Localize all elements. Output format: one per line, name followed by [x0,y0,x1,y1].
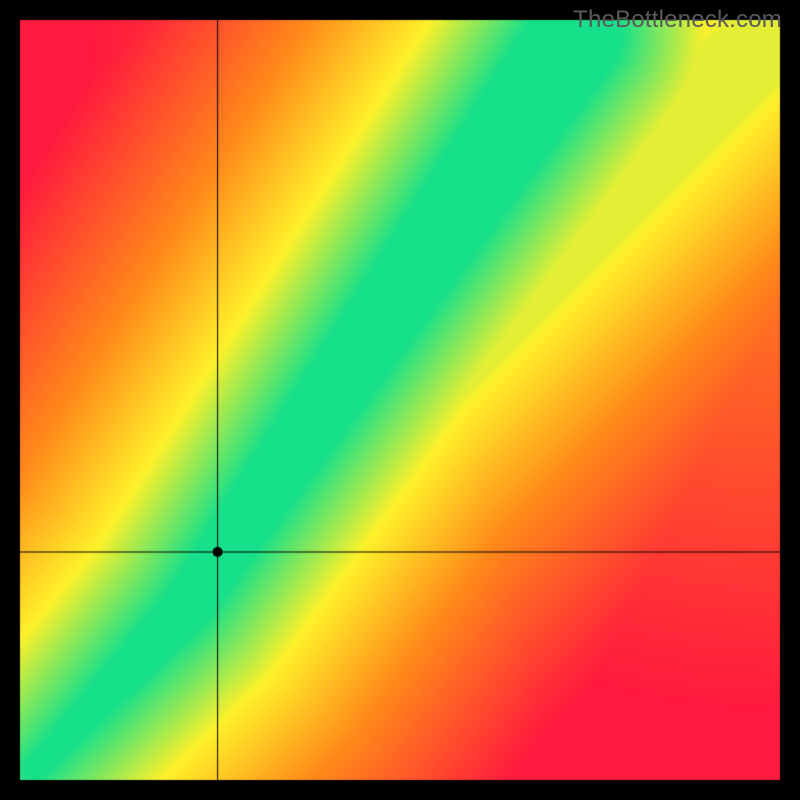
watermark-text: TheBottleneck.com [573,6,782,34]
heatmap-canvas [0,0,800,800]
bottleneck-heatmap: TheBottleneck.com [0,0,800,800]
